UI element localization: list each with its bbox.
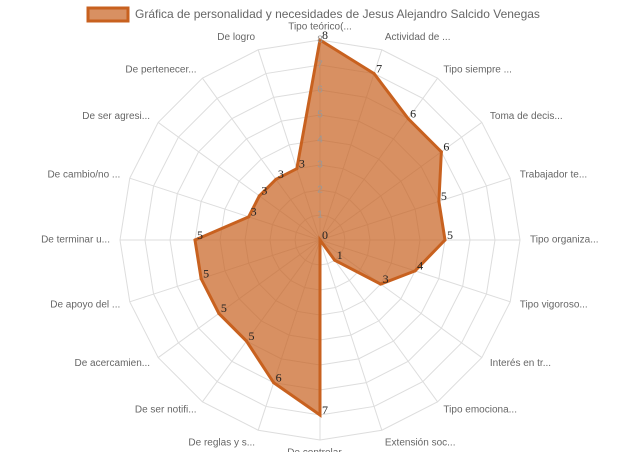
- category-label: Tipo emociona...: [443, 405, 517, 416]
- category-label: Extensión soc...: [385, 437, 456, 448]
- category-label: Tipo siempre ...: [443, 65, 512, 76]
- point: [217, 311, 221, 315]
- data-label: 3: [278, 167, 284, 181]
- category-label: De cambio/no ...: [47, 170, 120, 181]
- category-label: Tipo organiza...: [530, 235, 599, 246]
- data-label: 5: [221, 301, 227, 315]
- point: [318, 413, 322, 417]
- data-label: 6: [276, 370, 282, 384]
- data-label: 6: [410, 106, 416, 120]
- point: [439, 150, 443, 154]
- point: [413, 269, 417, 273]
- category-label: Actividad de ...: [385, 32, 451, 43]
- category-label: De pertenecer...: [125, 65, 196, 76]
- category-label: De controlar ...: [287, 448, 353, 452]
- point: [257, 194, 261, 198]
- point: [272, 381, 276, 385]
- point: [372, 72, 376, 76]
- data-label: 0: [322, 228, 328, 242]
- data-label: 5: [441, 189, 447, 203]
- r-tick-label: 2: [317, 185, 323, 196]
- point: [333, 258, 337, 262]
- data-label: 4: [417, 259, 423, 273]
- point: [379, 282, 383, 286]
- point: [193, 238, 197, 242]
- point: [247, 215, 251, 219]
- point: [318, 38, 322, 42]
- r-tick-label: 4: [317, 135, 323, 146]
- point: [437, 199, 441, 203]
- data-label: 6: [443, 140, 449, 154]
- data-label: 5: [447, 228, 453, 242]
- radar-area: [193, 37, 447, 418]
- r-tick-label: 6: [317, 85, 323, 96]
- r-tick-label: 8: [317, 35, 323, 46]
- point: [406, 117, 410, 121]
- category-label: Trabajador te...: [520, 170, 587, 181]
- point: [199, 277, 203, 281]
- category-label: De acercamien...: [75, 358, 151, 369]
- category-label: Tipo teórico(...: [288, 22, 352, 33]
- r-tick-label: 7: [317, 60, 323, 71]
- point: [245, 339, 249, 343]
- category-label: De apoyo del ...: [50, 300, 120, 311]
- category-label: De ser agresi...: [82, 111, 150, 122]
- data-label: 3: [383, 272, 389, 286]
- r-tick-label: 3: [317, 160, 323, 171]
- category-label: Toma de decis...: [490, 111, 563, 122]
- category-label: De logro: [217, 32, 255, 43]
- spoke: [319, 239, 438, 403]
- category-label: De terminar u...: [41, 235, 110, 246]
- data-label: 5: [249, 329, 255, 343]
- category-label: De reglas y s...: [188, 437, 255, 448]
- data-label: 3: [261, 184, 267, 198]
- point: [295, 167, 299, 171]
- point: [443, 238, 447, 242]
- r-tick-label: 5: [317, 110, 323, 121]
- data-label: 7: [376, 61, 382, 75]
- category-label: Interés en tr...: [490, 358, 551, 369]
- category-label: De ser notifi...: [135, 405, 197, 416]
- spoke: [319, 239, 383, 431]
- data-label: 3: [299, 156, 305, 170]
- data-label: 5: [203, 266, 209, 280]
- data-label: 7: [322, 403, 328, 417]
- point: [274, 177, 278, 181]
- data-label: 3: [251, 205, 257, 219]
- r-tick-label: 1: [317, 210, 323, 221]
- legend-swatch: [86, 6, 130, 23]
- data-label: 1: [337, 248, 343, 262]
- point: [318, 238, 322, 242]
- data-label: 5: [197, 228, 203, 242]
- legend-label: Gráfica de personalidad y necesidades de…: [135, 7, 540, 21]
- category-label: Tipo vigoroso...: [520, 300, 588, 311]
- data-label: 8: [322, 28, 328, 42]
